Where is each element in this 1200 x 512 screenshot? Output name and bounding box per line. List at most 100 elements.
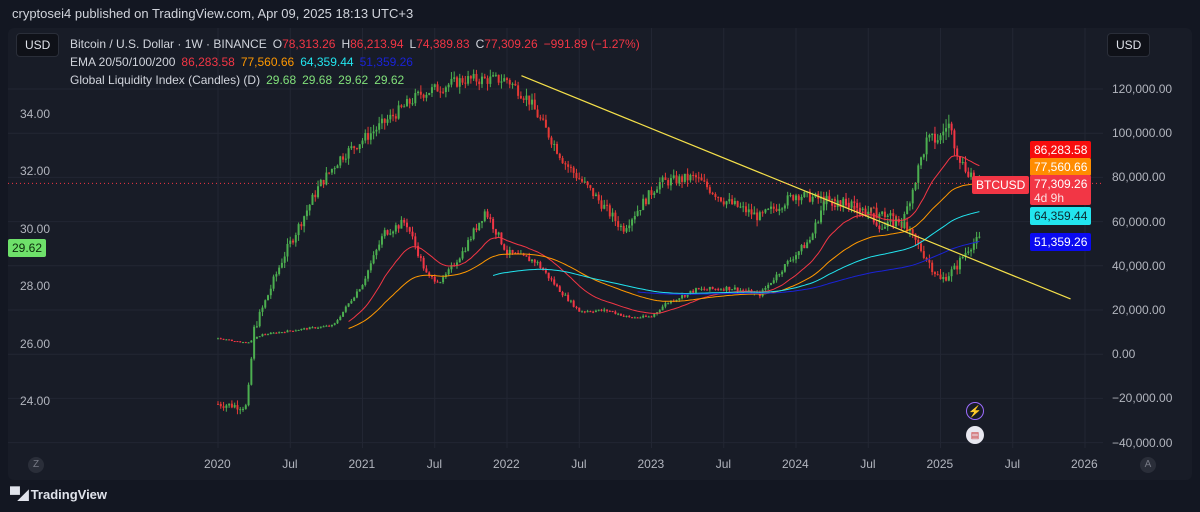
btc-candle bbox=[503, 244, 506, 250]
btc-candle bbox=[892, 219, 895, 227]
auto-scale-a-button[interactable]: A bbox=[1140, 457, 1156, 473]
gli-candle bbox=[678, 176, 681, 184]
gli-candle bbox=[519, 95, 522, 99]
btc-price-label: 77,309.26 4d 9h bbox=[1030, 175, 1092, 205]
gli-candle bbox=[531, 99, 534, 105]
btc-candle bbox=[861, 211, 864, 213]
btc-candle bbox=[669, 300, 672, 304]
gli-candle bbox=[367, 132, 370, 140]
btc-candle bbox=[622, 315, 625, 317]
gli-candle bbox=[292, 240, 295, 243]
btc-candle bbox=[333, 323, 336, 325]
chart-panel[interactable] bbox=[8, 28, 1192, 480]
btc-candle bbox=[294, 330, 297, 332]
btc-candle bbox=[386, 230, 389, 235]
btc-candle bbox=[383, 230, 386, 237]
btc-candle bbox=[311, 327, 314, 329]
gli-candle bbox=[683, 173, 686, 182]
gli-candle bbox=[797, 195, 800, 201]
gli-candle bbox=[911, 229, 914, 234]
zoom-reset-z-button[interactable]: Z bbox=[28, 457, 44, 473]
gli-candle bbox=[606, 204, 609, 206]
btc-candle bbox=[367, 270, 370, 279]
btc-candle bbox=[775, 274, 778, 281]
btc-candle bbox=[661, 306, 664, 311]
gli-candle bbox=[453, 77, 456, 79]
gli-candle bbox=[722, 201, 725, 205]
gli-label[interactable]: Global Liquidity Index (Candles) (D) bbox=[70, 73, 261, 87]
gli-candle bbox=[553, 143, 556, 145]
btc-candle bbox=[589, 311, 592, 313]
gli-candle bbox=[419, 91, 422, 95]
gli-candle bbox=[353, 146, 356, 149]
btc-candle bbox=[681, 295, 684, 299]
gli-candle bbox=[592, 187, 595, 197]
btc-candle bbox=[389, 233, 392, 235]
btc-candle bbox=[228, 339, 231, 341]
btc-candle bbox=[833, 205, 836, 207]
gli-candle bbox=[706, 181, 709, 188]
btc-candle bbox=[394, 225, 397, 232]
btc-candle bbox=[344, 306, 347, 312]
ema-label[interactable]: EMA 20/50/100/200 bbox=[70, 55, 176, 69]
btc-candle bbox=[489, 217, 492, 219]
btc-candle bbox=[347, 303, 350, 307]
gli-candle bbox=[800, 197, 803, 201]
gli-candle bbox=[767, 208, 770, 210]
btc-candle bbox=[225, 339, 228, 341]
symbol-name[interactable]: Bitcoin / U.S. Dollar · 1W · BINANCE bbox=[70, 37, 267, 51]
gli-candle bbox=[239, 409, 242, 411]
btc-candle bbox=[297, 329, 300, 331]
btc-candle bbox=[945, 128, 948, 132]
lightning-icon[interactable]: ⚡ bbox=[966, 402, 984, 420]
btc-candle bbox=[875, 222, 878, 226]
currency-button-right[interactable]: USD bbox=[1107, 33, 1151, 57]
currency-button-left[interactable]: USD bbox=[16, 33, 60, 57]
gli-candle bbox=[656, 189, 659, 193]
time-axis-tick: Jul bbox=[1004, 457, 1021, 471]
btc-candle bbox=[425, 268, 428, 273]
btc-candle bbox=[258, 336, 261, 338]
gli-candle bbox=[289, 240, 292, 244]
us-flag-icon[interactable]: ▤ bbox=[966, 426, 984, 444]
btc-candle bbox=[544, 270, 547, 273]
price-chart[interactable] bbox=[8, 28, 1192, 480]
gli-candle bbox=[544, 119, 547, 128]
btc-candle bbox=[422, 257, 425, 269]
gli-candle bbox=[392, 114, 395, 117]
btc-candle bbox=[464, 250, 467, 252]
btc-candle bbox=[883, 226, 886, 229]
gli-candle bbox=[917, 239, 920, 244]
btc-candle bbox=[369, 263, 372, 271]
gli-candle bbox=[697, 177, 700, 179]
btc-candle bbox=[531, 259, 534, 262]
ema100-price-label: 64,359.44 bbox=[1030, 207, 1092, 225]
ema20-price-label: 86,283.58 bbox=[1030, 141, 1092, 159]
gli-candle bbox=[489, 76, 492, 84]
gli-candle bbox=[786, 195, 789, 206]
gli-candle bbox=[522, 98, 525, 100]
gli-candle bbox=[625, 228, 628, 232]
left-axis-tick: 32.00 bbox=[20, 164, 51, 179]
gli-candle bbox=[831, 198, 834, 200]
btc-candle bbox=[617, 313, 620, 315]
btc-candle bbox=[647, 316, 650, 318]
btc-candle bbox=[831, 200, 834, 206]
btc-candle bbox=[903, 214, 906, 222]
tradingview-logo[interactable]: ▀◢ TradingView bbox=[10, 486, 107, 503]
btc-candle bbox=[764, 288, 767, 290]
btc-candle bbox=[433, 276, 436, 282]
btc-candle bbox=[372, 255, 375, 264]
btc-candle bbox=[736, 287, 739, 292]
btc-candle bbox=[492, 218, 495, 230]
gli-candle bbox=[975, 237, 978, 244]
gli-candle bbox=[653, 192, 656, 196]
gli-candle bbox=[403, 106, 406, 108]
gli-candle bbox=[269, 288, 272, 296]
gli-candle bbox=[536, 109, 539, 118]
btc-candle bbox=[850, 201, 853, 208]
btc-candle bbox=[511, 249, 514, 253]
gli-candle bbox=[667, 180, 670, 186]
gli-candle bbox=[617, 221, 620, 227]
gli-candle bbox=[442, 91, 445, 93]
